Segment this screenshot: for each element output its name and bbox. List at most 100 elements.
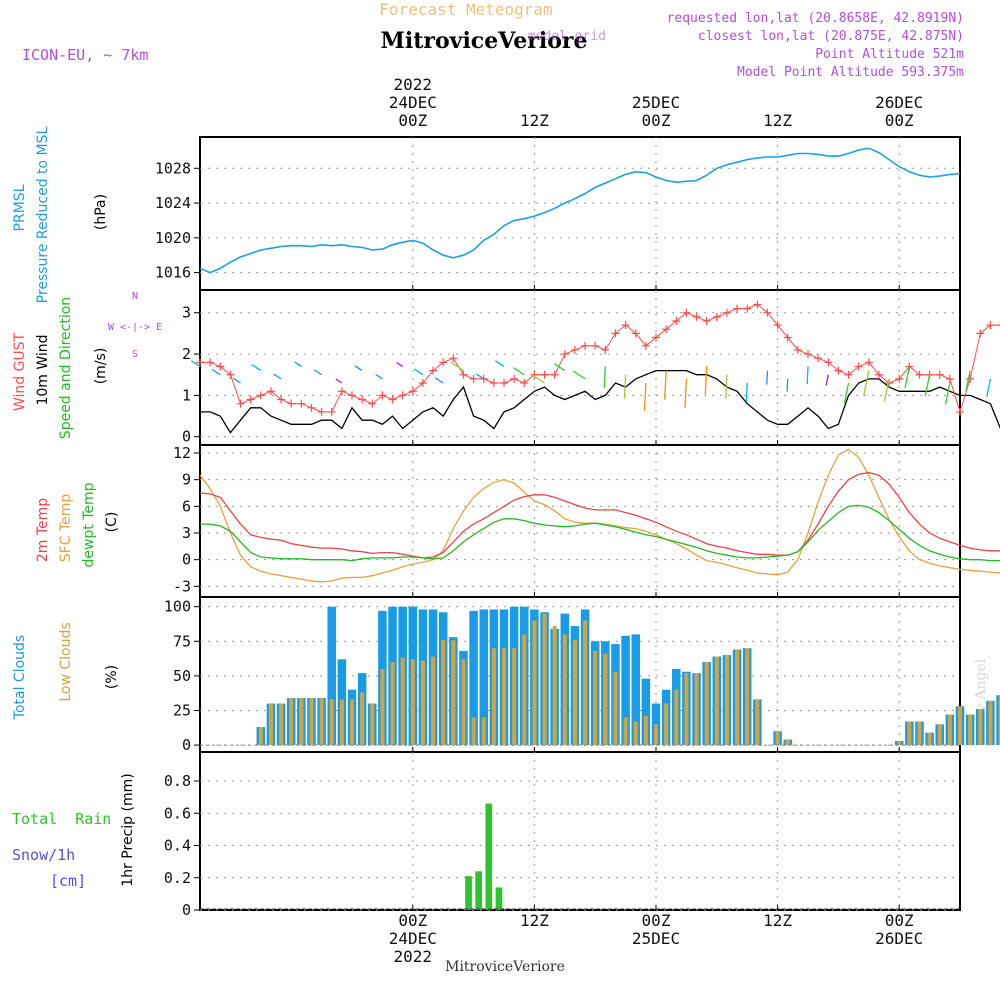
gust-marker xyxy=(550,370,559,379)
gust-marker xyxy=(935,370,944,379)
gust-marker xyxy=(783,333,792,342)
gust-marker xyxy=(540,370,549,379)
wind-direction-arrow xyxy=(572,370,586,380)
gust-marker xyxy=(844,370,853,379)
low-cloud-bar xyxy=(512,648,517,746)
temp-unit-label: (C) xyxy=(104,512,120,533)
wind-direction-arrow xyxy=(375,373,383,380)
gust-marker xyxy=(631,329,640,338)
temp-sfc-label: SFC Temp xyxy=(58,494,74,563)
requested-coords: requested lon,lat (20.8658E, 42.8919N) xyxy=(667,11,964,26)
y-tick-label: 0 xyxy=(182,736,191,754)
gust-marker xyxy=(317,407,326,416)
precip-axis-label: 1hr Precip (mm) xyxy=(120,773,136,886)
time-label-top: 12Z xyxy=(763,111,792,130)
gust-marker xyxy=(966,374,975,383)
rain-bar xyxy=(475,871,483,910)
compass-we-label: W <-|-> E xyxy=(108,322,162,333)
low-cloud-bar xyxy=(785,739,790,746)
gust-marker xyxy=(672,317,681,325)
time-label-bottom: 24DEC xyxy=(389,929,437,948)
low-cloud-bar xyxy=(745,648,750,746)
gust-marker xyxy=(763,308,772,317)
wind-direction-arrow xyxy=(335,378,343,384)
temp-frame xyxy=(199,444,961,598)
y-tick-label: -3 xyxy=(173,577,191,595)
total-cloud-bar xyxy=(621,635,630,746)
gust-marker xyxy=(641,341,650,350)
low-cloud-bar xyxy=(309,698,314,746)
gust-marker xyxy=(520,379,529,387)
low-cloud-bar xyxy=(360,692,365,746)
gust-marker xyxy=(469,374,478,383)
prmsl-label: PRMSL xyxy=(12,184,28,231)
y-tick-label: 6 xyxy=(182,497,191,515)
gust-marker xyxy=(722,308,731,317)
low-cloud-bar xyxy=(279,703,284,746)
wind-direction-arrow xyxy=(494,360,505,368)
clouds-panel: 0 25 50 75 100 xyxy=(164,596,1000,754)
wind-direction-arrow xyxy=(883,378,890,402)
low-cloud-bar xyxy=(988,700,993,746)
low-cloud-bar xyxy=(633,721,638,746)
low-cloud-bar xyxy=(978,709,983,746)
low-cloud-bar xyxy=(390,662,395,746)
gust-marker xyxy=(611,329,620,338)
gust-marker xyxy=(510,374,519,383)
gust-marker xyxy=(459,370,468,379)
gust-marker xyxy=(297,399,306,408)
wind-direction-arrow xyxy=(553,363,566,372)
low-cloud-bar xyxy=(299,698,304,746)
gust-marker xyxy=(895,374,904,383)
gust-marker xyxy=(570,345,579,354)
snow-label: Snow/1h xyxy=(12,846,75,864)
total-cloud-bar xyxy=(641,678,651,746)
y-tick-label: 1016 xyxy=(155,264,191,282)
gust-marker xyxy=(915,370,924,379)
low-cloud-bar xyxy=(623,717,628,746)
low-cloud-bar xyxy=(562,634,567,746)
gust-marker xyxy=(500,379,508,387)
pressure-unit-label: (hPa) xyxy=(93,194,109,230)
low-cloud-bar xyxy=(755,699,760,746)
low-cloud-bar xyxy=(917,721,922,746)
gust-marker xyxy=(652,333,660,342)
wind-direction-arrow xyxy=(603,366,606,389)
wind-frame xyxy=(199,289,961,446)
gust-marker xyxy=(236,399,245,408)
gust-marker xyxy=(216,362,225,371)
y-tick-label: 25 xyxy=(173,701,191,719)
low-cloud-bar xyxy=(694,673,699,746)
time-label-bottom: 00Z xyxy=(885,911,914,930)
gust-marker xyxy=(662,325,671,334)
low-cloud-bar xyxy=(674,689,679,746)
low-cloud-bar xyxy=(319,698,324,746)
wind-unit-label: (m/s) xyxy=(93,348,109,385)
wind-direction-arrow xyxy=(450,361,464,372)
low-cloud-bar xyxy=(329,699,334,746)
y-tick-label: 12 xyxy=(173,444,191,462)
gust-marker xyxy=(327,407,336,416)
gust-marker xyxy=(692,312,701,321)
gust-marker xyxy=(945,374,954,383)
wind-direction-arrow xyxy=(965,370,971,392)
gust-marker xyxy=(581,341,590,350)
low-cloud-bar xyxy=(532,620,537,746)
wind-direction-arrow xyxy=(904,366,910,389)
low-cloud-bar xyxy=(664,703,669,746)
y-tick-label: 9 xyxy=(182,471,191,489)
gust-marker xyxy=(621,321,630,330)
wind-direction-arrow xyxy=(476,373,485,380)
low-cloud-bar xyxy=(258,727,263,746)
wind-direction-arrow xyxy=(924,374,931,397)
gust-marker xyxy=(196,358,204,367)
time-label-bottom: 00Z xyxy=(642,911,671,930)
low-cloud-bar xyxy=(552,626,557,746)
y-tick-label: 0.4 xyxy=(164,837,191,855)
wind-direction-arrow xyxy=(786,378,789,392)
gust-marker xyxy=(530,370,539,379)
wind-direction-arrow xyxy=(806,366,809,385)
low-cloud-bar xyxy=(907,721,912,746)
low-cloud-bar xyxy=(724,655,729,746)
gust-marker xyxy=(489,379,498,387)
